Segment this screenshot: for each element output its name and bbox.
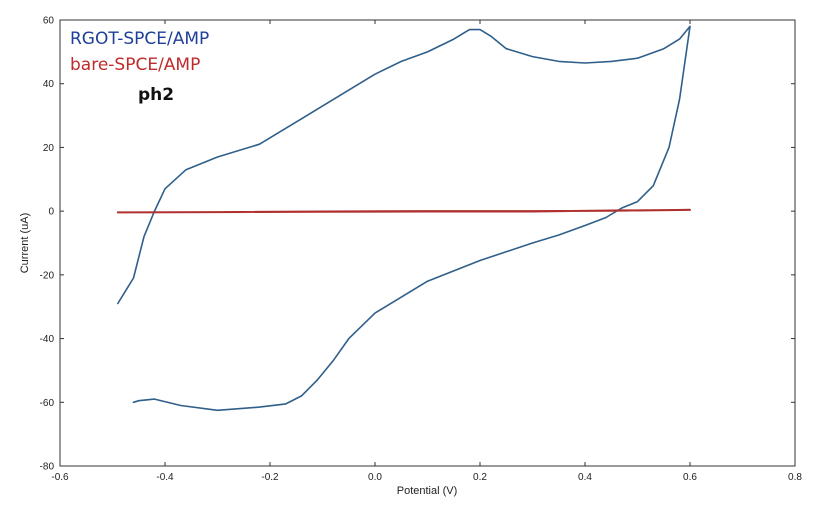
y-tick-label: 60 [43,16,55,27]
x-axis-title: Potential (V) [397,485,458,497]
y-tick-label: -20 [40,270,55,281]
legend-entry-rgot-spce-amp: RGOT-SPCE/AMP [70,29,209,49]
ph-annotation: ph2 [138,85,174,105]
y-axis-ticks: -80 -60 -40 -20 0 20 40 60 [40,16,795,473]
y-tick-label: -60 [40,398,55,409]
series-line-bare-spce-amp [116,208,691,214]
y-axis-title: Current (uA) [19,213,31,274]
legend: RGOT-SPCE/AMP bare-SPCE/AMP ph2 [70,29,209,105]
x-axis-ticks: -0.6 -0.4 -0.2 0.0 0.2 0.4 0.6 0.8 [51,20,802,483]
y-tick-label: -80 [40,462,55,473]
x-tick-label: 0.0 [368,472,382,483]
x-tick-label: 0.2 [473,472,487,483]
x-tick-label: -0.4 [156,472,174,483]
y-tick-label: -40 [40,334,55,345]
plot-area [59,19,796,467]
series-line-rgot-spce-amp [117,25,691,412]
series-layer [116,25,691,412]
x-tick-label: -0.2 [261,472,279,483]
legend-entry-bare-spce-amp: bare-SPCE/AMP [70,55,200,75]
y-tick-label: 0 [48,207,54,218]
y-tick-label: 20 [43,143,55,154]
x-tick-label: -0.6 [51,472,69,483]
x-tick-label: 0.6 [683,472,697,483]
x-tick-label: 0.4 [578,472,592,483]
x-tick-label: 0.8 [788,472,802,483]
y-tick-label: 40 [43,79,55,90]
